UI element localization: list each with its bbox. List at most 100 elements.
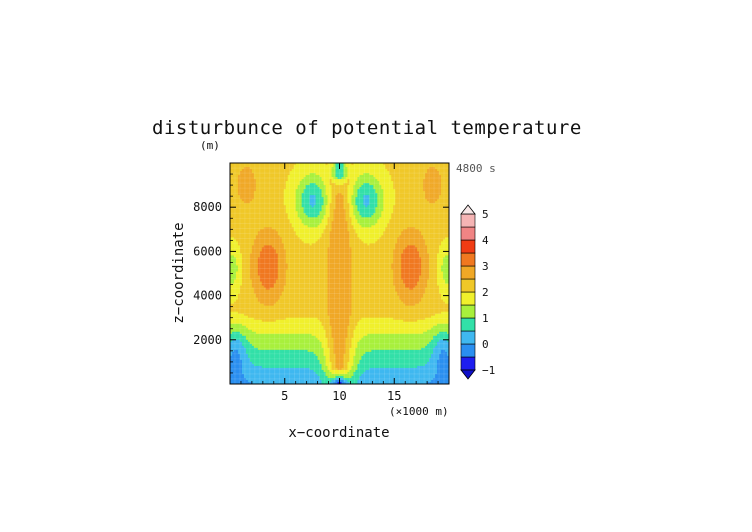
contour-cell [267, 249, 271, 252]
contour-cell [230, 329, 233, 333]
contour-cell [315, 375, 318, 379]
contour-cell [309, 239, 312, 242]
contour-cell [311, 339, 314, 343]
contour-cell [251, 285, 255, 288]
contour-cell [241, 319, 245, 323]
contour-cell [311, 187, 314, 190]
contour-cell [305, 321, 308, 325]
contour-cell [285, 237, 289, 240]
contour-cell [267, 333, 271, 337]
contour-cell [241, 259, 245, 262]
contour-cell [285, 289, 289, 292]
contour-cell [241, 357, 245, 361]
contour-cell [269, 255, 273, 258]
contour-cell [305, 239, 308, 242]
contour-cell [303, 167, 306, 170]
contour-cell [249, 299, 253, 302]
contour-cell [271, 261, 275, 264]
contour-cell [299, 303, 302, 306]
contour-cell [230, 303, 233, 306]
contour-cell [245, 247, 249, 250]
contour-cell [283, 265, 287, 268]
contour-cell [301, 279, 304, 282]
contour-cell [243, 237, 247, 240]
contour-cell [233, 191, 237, 194]
contour-cell [251, 355, 255, 359]
contour-cell [259, 177, 263, 180]
contour-cell [235, 381, 239, 384]
contour-cell [317, 175, 320, 178]
contour-cell [247, 249, 251, 252]
contour-cell [285, 359, 289, 363]
contour-cell [263, 295, 267, 298]
contour-cell [263, 323, 267, 327]
contour-cell [309, 363, 312, 367]
contour-cell [319, 213, 322, 216]
contour-cell [263, 201, 267, 204]
contour-cell [301, 303, 304, 306]
contour-cell [263, 191, 267, 194]
contour-cell [287, 261, 291, 264]
contour-cell [271, 205, 275, 208]
contour-cell [279, 333, 283, 337]
contour-cell [269, 317, 273, 321]
contour-cell [279, 353, 283, 357]
contour-cell [315, 313, 318, 316]
contour-cell [255, 381, 259, 384]
contour-cell [293, 271, 296, 274]
contour-cell [233, 187, 237, 190]
contour-cell [287, 193, 291, 196]
contour-cell [261, 269, 265, 272]
contour-cell [293, 279, 296, 282]
contour-cell [243, 361, 247, 365]
contour-cell [237, 241, 241, 244]
contour-cell [231, 263, 235, 266]
contour-cell [275, 381, 279, 384]
contour-cell [309, 349, 312, 353]
contour-cell [273, 241, 277, 244]
contour-cell [261, 315, 265, 318]
contour-cell [295, 357, 298, 361]
contour-cell [279, 313, 283, 316]
contour-field [230, 163, 449, 384]
contour-cell [303, 375, 306, 379]
contour-cell [233, 195, 237, 198]
contour-cell [303, 317, 306, 321]
contour-cell [285, 191, 289, 194]
contour-cell [235, 329, 239, 333]
contour-cell [303, 283, 306, 286]
contour-cell [267, 217, 271, 220]
contour-cell [231, 325, 235, 329]
contour-cell [273, 291, 277, 294]
contour-cell [273, 285, 277, 288]
contour-cell [237, 315, 241, 318]
contour-cell [261, 163, 265, 166]
contour-cell [309, 187, 312, 190]
contour-cell [257, 323, 261, 327]
contour-cell [263, 325, 267, 329]
contour-cell [251, 309, 255, 312]
contour-cell [253, 329, 257, 333]
contour-cell [243, 309, 247, 312]
contour-cell [301, 251, 304, 254]
contour-cell [241, 193, 245, 196]
contour-cell [301, 207, 304, 210]
contour-cell [275, 221, 279, 224]
contour-cell [303, 285, 306, 288]
contour-cell [299, 309, 302, 312]
contour-cell [271, 369, 275, 373]
contour-cell [271, 199, 275, 202]
contour-cell [259, 231, 263, 234]
contour-cell [251, 239, 255, 242]
contour-cell [235, 181, 239, 184]
contour-cell [235, 303, 239, 306]
contour-cell [253, 365, 257, 369]
contour-cell [291, 259, 295, 262]
contour-cell [307, 229, 310, 232]
contour-cell [277, 235, 281, 238]
contour-cell [273, 287, 277, 290]
contour-cell [281, 179, 285, 182]
contour-cell [315, 207, 318, 210]
contour-cell [295, 363, 298, 367]
contour-cell [305, 195, 308, 198]
